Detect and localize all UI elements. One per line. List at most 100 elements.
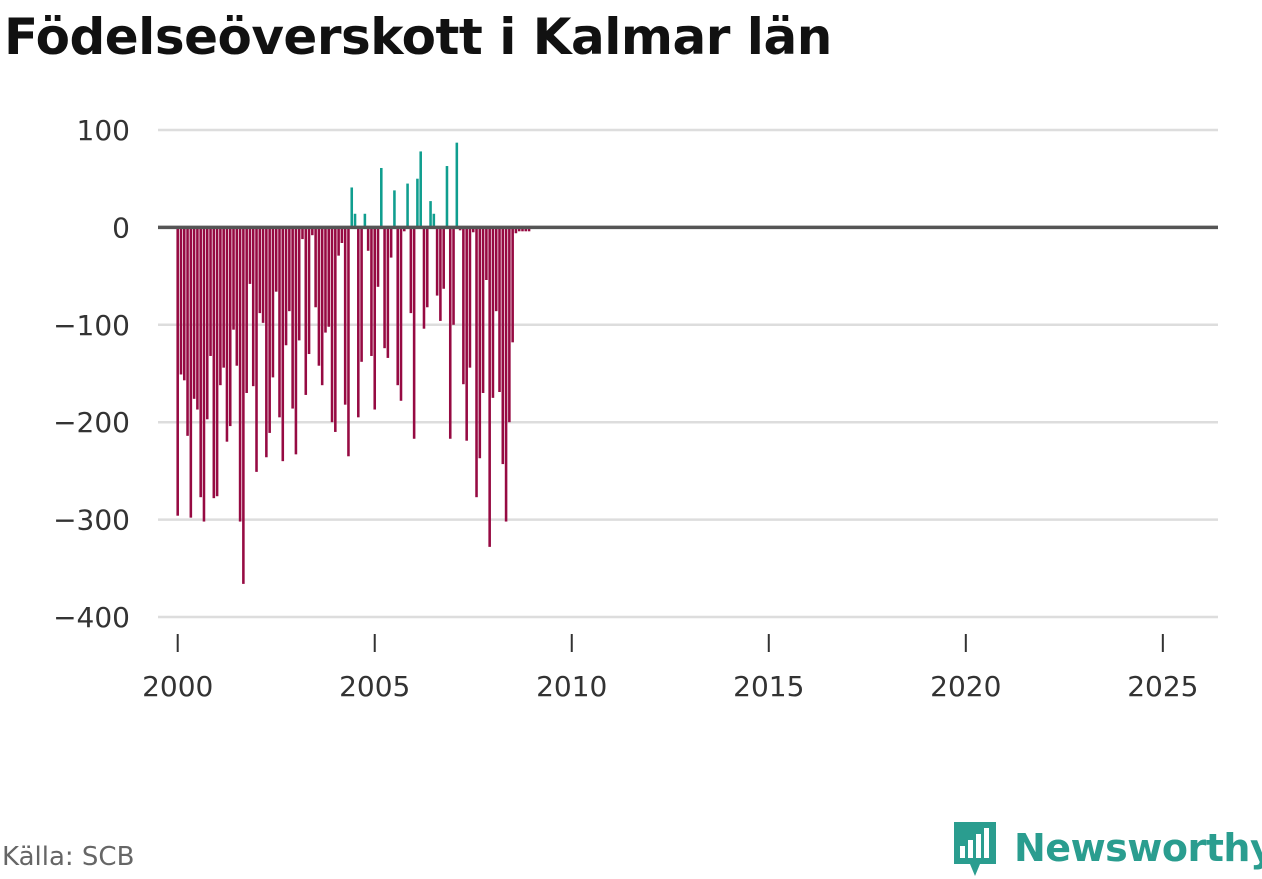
newsworthy-logo: Newsworthy xyxy=(950,818,1262,878)
bar xyxy=(527,227,531,232)
bar xyxy=(334,227,337,432)
bar xyxy=(435,227,439,296)
bar xyxy=(199,227,202,498)
bar xyxy=(212,227,216,499)
bar xyxy=(261,227,265,323)
bar xyxy=(238,227,242,522)
bar xyxy=(419,151,422,228)
bar xyxy=(301,227,304,240)
x-tick-label: 2000 xyxy=(142,670,213,703)
bar xyxy=(357,227,360,418)
bar xyxy=(360,227,363,362)
bar xyxy=(179,227,183,375)
bar xyxy=(288,227,291,312)
bar xyxy=(468,227,472,368)
bar xyxy=(248,227,252,284)
bar xyxy=(182,227,186,381)
bar xyxy=(347,227,350,457)
bar xyxy=(452,227,455,325)
y-tick-label: −200 xyxy=(53,406,130,439)
bar xyxy=(386,227,390,358)
bar xyxy=(268,227,271,433)
bar xyxy=(429,201,432,228)
gridlines xyxy=(158,128,1218,619)
bar xyxy=(481,227,485,393)
bar xyxy=(465,227,468,441)
bar xyxy=(511,227,514,343)
bar xyxy=(251,227,255,387)
bar xyxy=(485,227,488,280)
bar xyxy=(232,227,235,330)
bar xyxy=(192,227,196,399)
bar xyxy=(439,227,442,321)
bar xyxy=(186,227,189,436)
bar xyxy=(311,227,314,236)
bar xyxy=(396,227,399,386)
bar xyxy=(491,227,495,398)
bar xyxy=(524,227,528,232)
bar xyxy=(488,227,491,547)
bar xyxy=(376,227,380,287)
bar xyxy=(517,227,521,232)
bar xyxy=(304,227,308,395)
bar xyxy=(222,227,225,368)
bar xyxy=(317,227,321,366)
x-tick-label: 2025 xyxy=(1127,670,1198,703)
bar xyxy=(255,227,258,472)
bar xyxy=(425,227,429,308)
bar xyxy=(271,227,275,378)
bar xyxy=(242,227,245,584)
bar xyxy=(416,178,419,228)
bar xyxy=(498,227,501,393)
x-tick-label: 2020 xyxy=(930,670,1001,703)
bar xyxy=(406,183,409,228)
y-tick-label: 100 xyxy=(77,114,130,147)
x-tick-label: 2015 xyxy=(733,670,804,703)
bar xyxy=(330,227,334,423)
x-tick-label: 2010 xyxy=(536,670,607,703)
bar xyxy=(235,227,239,366)
bar xyxy=(225,227,229,442)
bar xyxy=(353,213,357,228)
bar xyxy=(245,227,248,393)
bar xyxy=(363,213,367,228)
bar xyxy=(324,227,327,333)
bar xyxy=(380,167,383,228)
bar xyxy=(294,227,298,455)
bar xyxy=(462,227,465,385)
bar xyxy=(228,227,232,427)
bar xyxy=(403,227,406,232)
bar xyxy=(393,190,396,228)
x-axis: 2000 2005 2010 2015 2020 2025 xyxy=(142,634,1198,703)
bar xyxy=(202,227,206,522)
bar xyxy=(514,227,518,234)
bar xyxy=(373,227,377,410)
bar xyxy=(475,227,478,498)
bar xyxy=(478,227,482,459)
bar xyxy=(340,227,344,243)
bar xyxy=(343,227,347,405)
brand-name: Newsworthy xyxy=(1014,826,1262,870)
bar xyxy=(265,227,268,458)
bar xyxy=(196,227,199,410)
bar xyxy=(455,142,459,228)
bar xyxy=(278,227,281,418)
bar xyxy=(314,227,317,308)
bar xyxy=(258,227,262,314)
bar xyxy=(176,227,179,516)
bar xyxy=(508,227,511,423)
bar xyxy=(297,227,301,341)
bars xyxy=(176,142,531,584)
bar xyxy=(399,227,403,401)
bar xyxy=(432,213,436,228)
bar xyxy=(205,227,209,420)
bar xyxy=(219,227,222,386)
bar xyxy=(521,227,524,232)
bar xyxy=(189,227,193,518)
source-note: Källa: SCB xyxy=(2,842,135,872)
y-tick-label: 0 xyxy=(112,211,130,244)
bar xyxy=(445,166,449,228)
bar xyxy=(422,227,426,329)
bar xyxy=(389,227,393,258)
